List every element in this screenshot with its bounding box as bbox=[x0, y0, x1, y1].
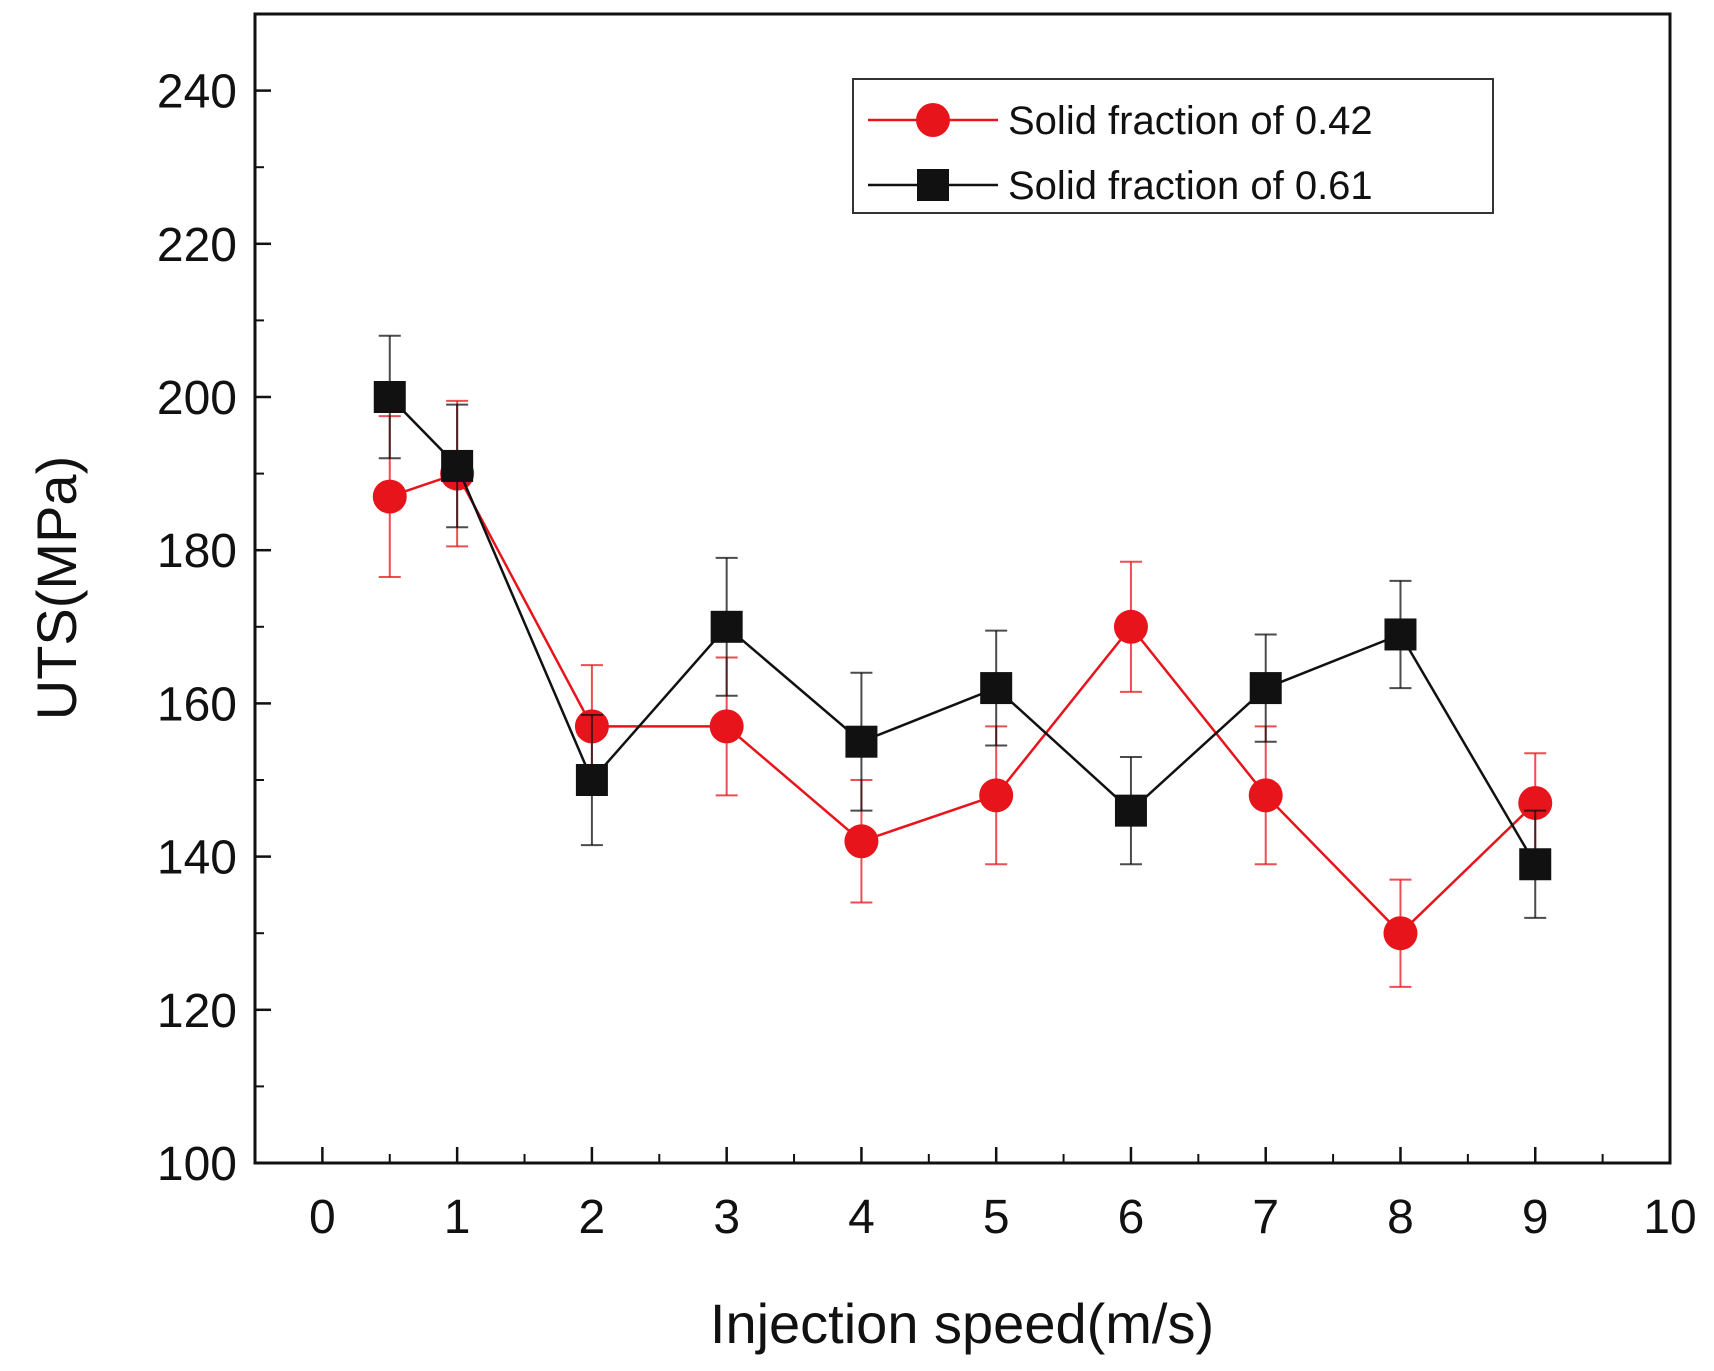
data-point bbox=[441, 449, 474, 482]
data-point bbox=[980, 672, 1013, 705]
x-tick-label: 7 bbox=[1252, 1191, 1279, 1244]
legend-item-042: Solid fraction of 0.42 bbox=[868, 99, 1373, 143]
x-tick-label: 2 bbox=[579, 1191, 606, 1244]
data-point bbox=[575, 764, 608, 796]
legend-marker-061 bbox=[917, 169, 949, 201]
x-tick-label: 4 bbox=[848, 1191, 875, 1244]
x-tick-label: 3 bbox=[713, 1191, 740, 1244]
y-tick-label: 120 bbox=[157, 985, 237, 1038]
series-0 bbox=[372, 399, 1553, 988]
data-point bbox=[1383, 916, 1418, 951]
data-point bbox=[979, 778, 1014, 813]
y-axis-title: UTS(MPa) bbox=[25, 456, 88, 720]
data-point bbox=[845, 725, 878, 758]
series-line bbox=[388, 396, 1537, 865]
plot-frame bbox=[253, 12, 1672, 1165]
x-tick-label: 10 bbox=[1643, 1191, 1696, 1244]
y-tick-label: 200 bbox=[157, 372, 237, 425]
legend-label-061: Solid fraction of 0.61 bbox=[1008, 164, 1373, 208]
legend: Solid fraction of 0.42 Solid fraction of… bbox=[852, 78, 1494, 214]
data-point bbox=[372, 479, 407, 514]
data-point bbox=[1248, 778, 1283, 813]
legend-marker-042 bbox=[916, 103, 950, 137]
legend-label-042: Solid fraction of 0.42 bbox=[1008, 99, 1373, 143]
x-tick-label: 8 bbox=[1387, 1191, 1414, 1244]
x-tick-label: 1 bbox=[444, 1191, 471, 1244]
y-tick-label: 140 bbox=[157, 832, 237, 885]
x-axis-title: Injection speed(m/s) bbox=[710, 1292, 1214, 1355]
y-tick-label: 180 bbox=[157, 525, 237, 578]
data-point bbox=[1114, 794, 1147, 827]
legend-item-061: Solid fraction of 0.61 bbox=[868, 164, 1373, 208]
y-tick-label: 220 bbox=[157, 219, 237, 272]
series-line bbox=[389, 472, 1537, 935]
data-point bbox=[1519, 848, 1552, 881]
data-point bbox=[1384, 618, 1417, 651]
data-point bbox=[710, 610, 743, 643]
data-point bbox=[844, 824, 879, 859]
y-tick-label: 240 bbox=[157, 66, 237, 119]
x-tick-label: 6 bbox=[1118, 1191, 1145, 1244]
y-tick-label: 100 bbox=[157, 1138, 237, 1191]
y-tick-label: 160 bbox=[157, 678, 237, 731]
data-point bbox=[373, 381, 406, 413]
x-tick-label: 0 bbox=[309, 1191, 336, 1244]
series-layer bbox=[372, 334, 1553, 988]
y-axis-ticks: 100 120 140 160 180 200 220 240 bbox=[157, 66, 271, 1191]
x-axis-ticks: 0 1 2 3 4 5 6 7 8 9 10 bbox=[309, 1147, 1697, 1244]
data-point bbox=[1249, 672, 1282, 705]
data-point bbox=[709, 709, 744, 744]
legend-box bbox=[852, 78, 1494, 214]
x-tick-label: 5 bbox=[983, 1191, 1010, 1244]
data-point bbox=[1113, 609, 1148, 644]
x-tick-label: 9 bbox=[1522, 1191, 1549, 1244]
series-1 bbox=[373, 334, 1552, 919]
